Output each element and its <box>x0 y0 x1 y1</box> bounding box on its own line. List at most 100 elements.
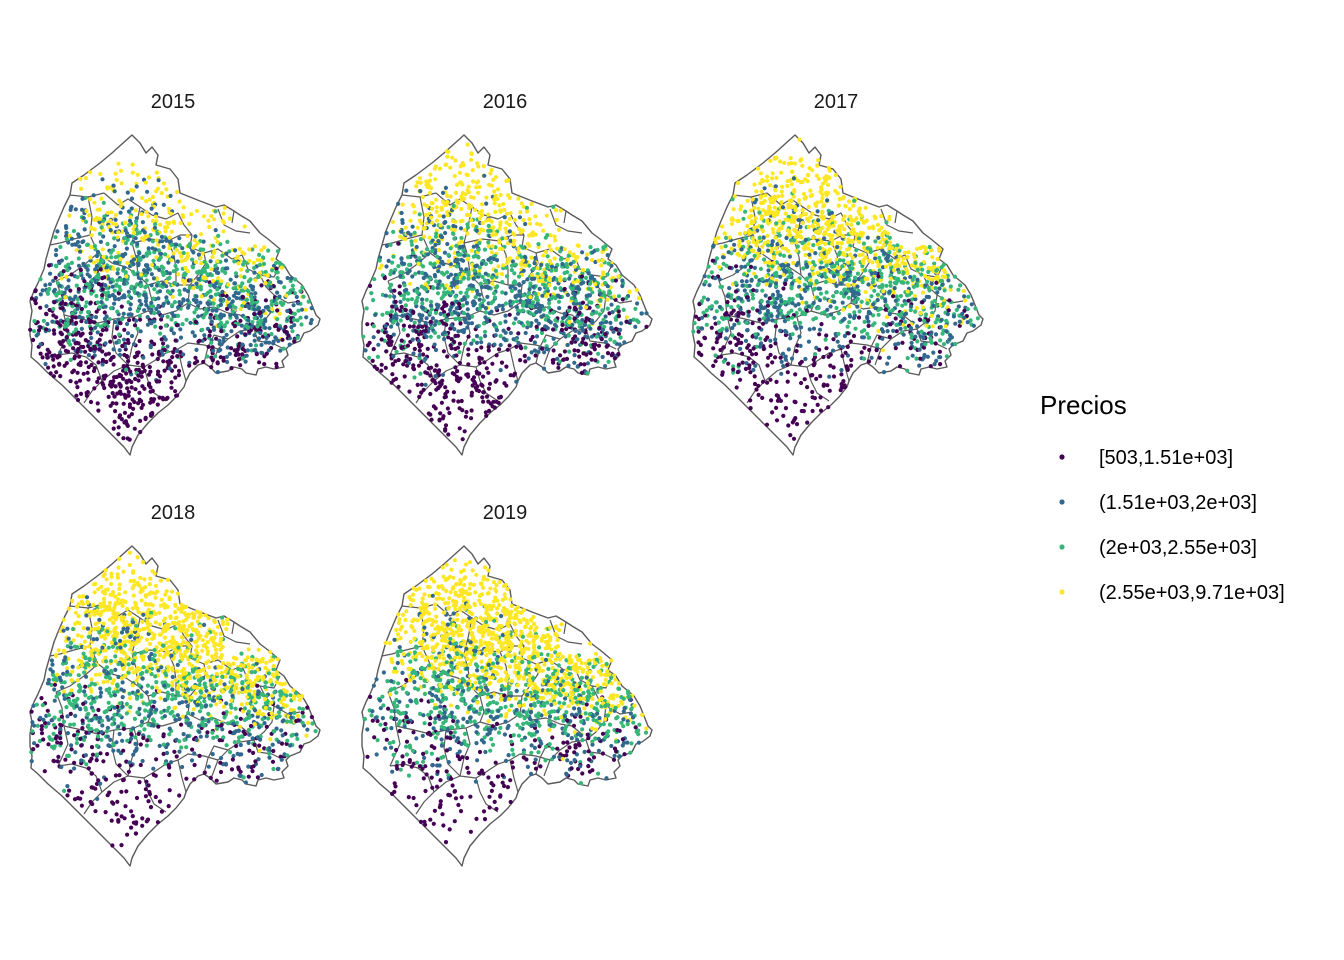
price-point <box>82 288 87 294</box>
price-point <box>529 201 534 206</box>
price-point <box>94 263 99 269</box>
price-point <box>97 220 102 225</box>
price-point <box>521 280 526 285</box>
price-point <box>48 271 53 276</box>
price-point <box>256 274 261 279</box>
price-point <box>28 327 33 332</box>
price-point <box>453 190 459 195</box>
price-point <box>744 279 749 284</box>
price-point <box>117 352 123 358</box>
price-point <box>733 280 738 285</box>
price-point <box>408 281 413 286</box>
price-point <box>484 201 489 206</box>
price-point <box>68 357 73 362</box>
price-point <box>433 242 438 247</box>
price-point <box>79 207 85 212</box>
price-point <box>579 370 584 375</box>
price-point <box>578 321 583 326</box>
price-point <box>169 229 174 234</box>
price-point <box>586 271 591 276</box>
price-point <box>551 348 556 353</box>
price-point <box>111 347 116 352</box>
price-point <box>131 230 137 235</box>
price-point <box>129 295 134 301</box>
price-point <box>129 206 134 211</box>
price-point <box>469 390 474 395</box>
price-point <box>531 266 536 272</box>
price-point <box>247 258 252 263</box>
price-point <box>517 293 522 298</box>
price-point <box>75 397 81 403</box>
price-point <box>129 385 134 390</box>
price-point <box>89 225 94 230</box>
price-point <box>454 306 459 311</box>
price-point <box>137 397 142 402</box>
price-point <box>740 360 745 365</box>
price-point <box>105 268 110 273</box>
price-point <box>553 208 558 213</box>
price-point <box>245 348 250 353</box>
price-point <box>474 340 480 345</box>
price-point <box>429 215 434 220</box>
price-point <box>558 249 563 254</box>
price-point <box>415 225 420 230</box>
price-point <box>798 229 803 234</box>
price-point <box>465 372 470 377</box>
price-point <box>750 321 755 326</box>
price-point <box>453 259 458 264</box>
price-point <box>186 254 191 259</box>
price-point <box>578 362 583 367</box>
price-point <box>620 278 625 283</box>
price-point <box>420 324 425 329</box>
price-point <box>404 354 409 359</box>
price-point <box>437 418 442 423</box>
price-point <box>834 283 839 288</box>
price-point <box>165 359 170 364</box>
price-point <box>460 303 466 308</box>
price-point <box>850 255 855 260</box>
price-point <box>760 379 766 384</box>
price-point <box>514 379 519 384</box>
price-point <box>246 325 251 330</box>
price-point <box>69 204 74 209</box>
price-point <box>396 384 401 389</box>
price-point <box>84 393 89 398</box>
price-point <box>449 323 454 328</box>
price-point <box>443 162 448 167</box>
price-point <box>403 225 408 230</box>
price-point <box>429 307 434 312</box>
price-point <box>465 231 470 236</box>
price-point <box>433 368 438 373</box>
price-point <box>221 229 226 234</box>
price-point <box>287 290 292 295</box>
price-point <box>152 397 157 402</box>
price-point <box>104 314 109 319</box>
price-point <box>74 320 79 325</box>
price-point <box>729 305 734 310</box>
price-point <box>612 339 617 344</box>
price-point <box>795 278 800 283</box>
price-point <box>473 295 478 300</box>
price-point <box>369 291 374 296</box>
price-point <box>610 310 615 315</box>
price-point <box>173 338 178 343</box>
price-point <box>833 172 838 178</box>
price-point <box>169 242 174 247</box>
price-point <box>770 292 776 297</box>
price-point <box>126 289 131 294</box>
price-point <box>770 360 775 365</box>
price-point <box>155 283 160 288</box>
price-point <box>484 366 489 371</box>
price-point <box>102 310 107 315</box>
price-point <box>216 270 221 275</box>
price-point <box>587 300 592 305</box>
price-point <box>532 348 537 353</box>
price-point <box>597 325 602 331</box>
price-point <box>144 210 149 215</box>
price-point <box>971 323 976 328</box>
price-point <box>188 278 193 283</box>
price-point <box>408 232 413 237</box>
price-point <box>575 243 580 248</box>
price-point <box>128 215 133 220</box>
price-point <box>391 319 396 324</box>
